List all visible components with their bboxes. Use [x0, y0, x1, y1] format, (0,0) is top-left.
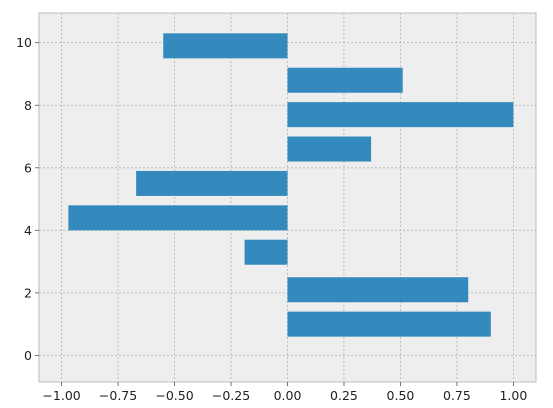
bar: [287, 102, 514, 128]
bar: [287, 136, 372, 162]
bars: [68, 33, 514, 337]
x-tick-label: −0.75: [99, 388, 137, 403]
bar: [163, 33, 288, 59]
y-tick-label: 6: [24, 160, 32, 175]
bar: [287, 67, 403, 93]
x-tick-label: 0.75: [443, 388, 471, 403]
bar: [244, 239, 288, 265]
y-tick-label: 8: [24, 98, 32, 113]
y-tick-label: 2: [24, 285, 32, 300]
y-axis: 0 2 4 6 8 10: [16, 35, 39, 363]
x-axis: −1.00 −0.75 −0.50 −0.25 0.00 0.25 0.50 0.75 1.00: [42, 382, 527, 403]
bar: [287, 277, 469, 303]
y-tick-label: 4: [24, 223, 32, 238]
x-tick-label: 1.00: [499, 388, 527, 403]
x-tick-label: 0.00: [274, 388, 302, 403]
y-tick-label: 0: [24, 348, 32, 363]
bar: [287, 311, 491, 337]
bar: [136, 170, 288, 196]
x-tick-label: −0.25: [212, 388, 250, 403]
bar: [68, 205, 288, 231]
y-tick-label: 10: [16, 35, 32, 50]
x-tick-label: 0.50: [387, 388, 415, 403]
x-tick-label: −0.50: [155, 388, 193, 403]
x-tick-label: −1.00: [42, 388, 80, 403]
x-tick-label: 0.25: [330, 388, 358, 403]
